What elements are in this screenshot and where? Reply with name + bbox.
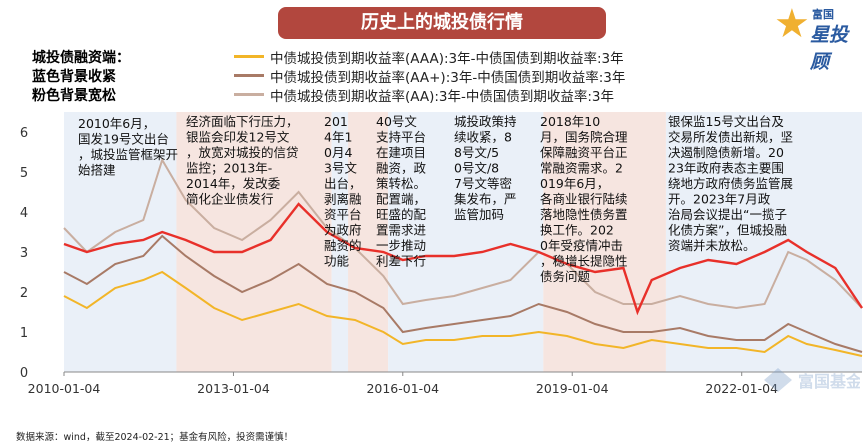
legend-swatch-aaa [234,55,264,58]
annotation-1: 经济面临下行压力，银监会印发12号文，放宽对城投的信贷监控；2013年-2014… [186,114,299,207]
annotation-5: 2018年10 月，国务院合理保障融资平台正常融资需求。2 019年6月，各商业银行… [540,114,628,284]
shade-region-2 [331,112,349,372]
legend-swatch-aa [234,93,264,96]
annotation-4: 城投政策持续收紧，8 8号文/5 0号文/8 7号文等密集发布，严监管加码 [454,114,517,222]
annotation-3: 40号文支持平台在建项目融资，政策转松。配置端，旺盛的配置需求进一步推动利差下行 [376,114,427,269]
legend-item-aaplus: 中债城投债到期收益率(AA+):3年-中债国债到期收益率:3年 [234,66,626,86]
brand-logo: ★ 富国 星投顾 [770,1,862,73]
series-line-3 [63,202,863,316]
legend-label-aaa: 中债城投债到期收益率(AAA):3年-中债国债到期收益率:3年 [270,51,624,67]
x-tick-label: 2016-01-04 [366,381,439,396]
legend-item-aa: 中债城投债到期收益率(AA):3年-中债国债到期收益率:3年 [234,85,615,105]
y-tick-label: 2 [20,286,28,301]
shade-region-3 [348,112,389,372]
annotation-2: 201 4年1 0月4 3号文出台，剥离融资平台为政府融资的功能 [324,114,362,269]
shade-region-5 [543,112,666,372]
annotation-6: 银保监15号文出台及交易所发债出新规，坚决遏制隐债新增。20 23年政府表态主要围… [668,114,793,253]
shade-region-1 [176,112,332,372]
series-line-2 [63,157,863,310]
legend-item-aaa: 中债城投债到期收益率(AAA):3年-中债国债到期收益率:3年 [234,47,624,67]
legend-swatch-aaplus [234,74,264,77]
x-tick-label: 2013-01-04 [197,381,270,396]
shade-region-6 [665,112,862,372]
shade-region-4 [388,112,544,372]
y-tick-label: 1 [20,326,28,341]
legend-note-blue: 蓝色背景收紧 [32,69,116,85]
x-tick-label: 2019-01-04 [536,381,609,396]
chart-title: 历史上的城投债行情 [278,7,606,39]
brand-big-text: 星投顾 [810,24,849,73]
legend-note-title: 城投债融资端： [32,50,130,66]
star-icon: ★ [774,1,810,47]
y-tick-label: 5 [20,166,28,181]
watermark: 富国基金 [760,360,863,400]
legend-label-aaplus: 中债城投债到期收益率(AA+):3年-中债国债到期收益率:3年 [270,70,626,86]
x-tick-label: 2022-01-04 [705,381,778,396]
y-tick-label: 3 [20,246,28,261]
y-tick-label: 4 [20,206,28,221]
brand-small-text: 富国 [812,8,834,21]
series-line-1 [63,234,863,353]
y-tick-label: 6 [20,126,28,141]
series-line-0 [63,270,863,357]
y-tick-label: 0 [20,366,28,381]
watermark-logo-icon: 富国基金 [764,368,863,392]
legend-note-pink: 粉色背景宽松 [32,88,116,104]
source-note: 数据来源：wind，截至2024-02-21；基金有风险，投资需谨慎！ [16,432,294,443]
legend-label-aa: 中债城投债到期收益率(AA):3年-中债国债到期收益率:3年 [270,89,615,105]
annotation-0: 2010年6月，国发19号文出台，城投监管框架开始搭建 [78,116,178,178]
watermark-text: 富国基金 [798,372,860,391]
x-tick-label: 2010-01-04 [28,381,101,396]
